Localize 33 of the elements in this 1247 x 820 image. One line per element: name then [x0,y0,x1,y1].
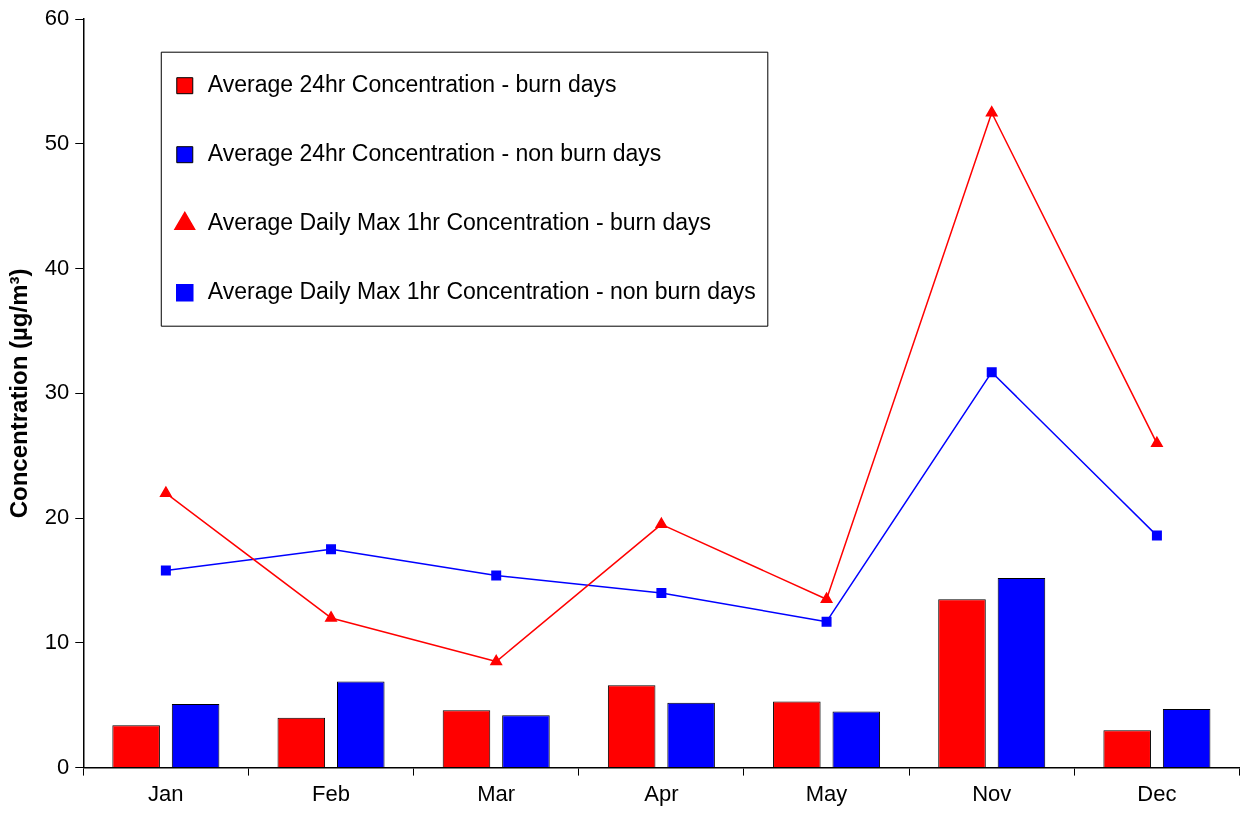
y-tick-label: 10 [44,628,70,654]
point [985,106,998,117]
y-tick-label: 30 [44,379,70,405]
y-tick-label: 20 [44,504,70,530]
x-tick-label: Dec [1137,780,1177,806]
legend-label: Average Daily Max 1hr Concentration - burn days [207,209,712,236]
point [655,517,668,529]
legend-label: Average 24hr Concentration - burn days [207,71,617,98]
point [1150,436,1163,448]
legend-label: Average 24hr Concentration - non burn days [207,140,662,167]
point [656,587,667,598]
x-tick-label: Mar [477,780,516,806]
point [160,565,171,576]
point [821,616,832,627]
y-tick-label: 50 [44,130,70,155]
point [490,654,503,666]
point [1151,530,1162,541]
x-tick-label: Nov [972,780,1012,806]
point [820,592,833,603]
x-tick-label: May [805,780,848,806]
point [491,570,502,581]
x-tick-label: Feb [312,780,350,806]
point [159,486,172,497]
legend-label: Average Daily Max 1hr Concentration - non burn days [207,278,756,305]
y-tick-label: 60 [44,5,70,31]
y-axis-title: Concentration (µg/m³) [5,268,33,519]
x-tick-label: Jan [148,780,184,806]
y-tick-label: 0 [57,753,70,779]
point [986,367,997,378]
point [325,611,337,622]
point [326,544,337,555]
x-tick-label: Apr [644,780,679,806]
y-tick-label: 40 [44,254,70,280]
